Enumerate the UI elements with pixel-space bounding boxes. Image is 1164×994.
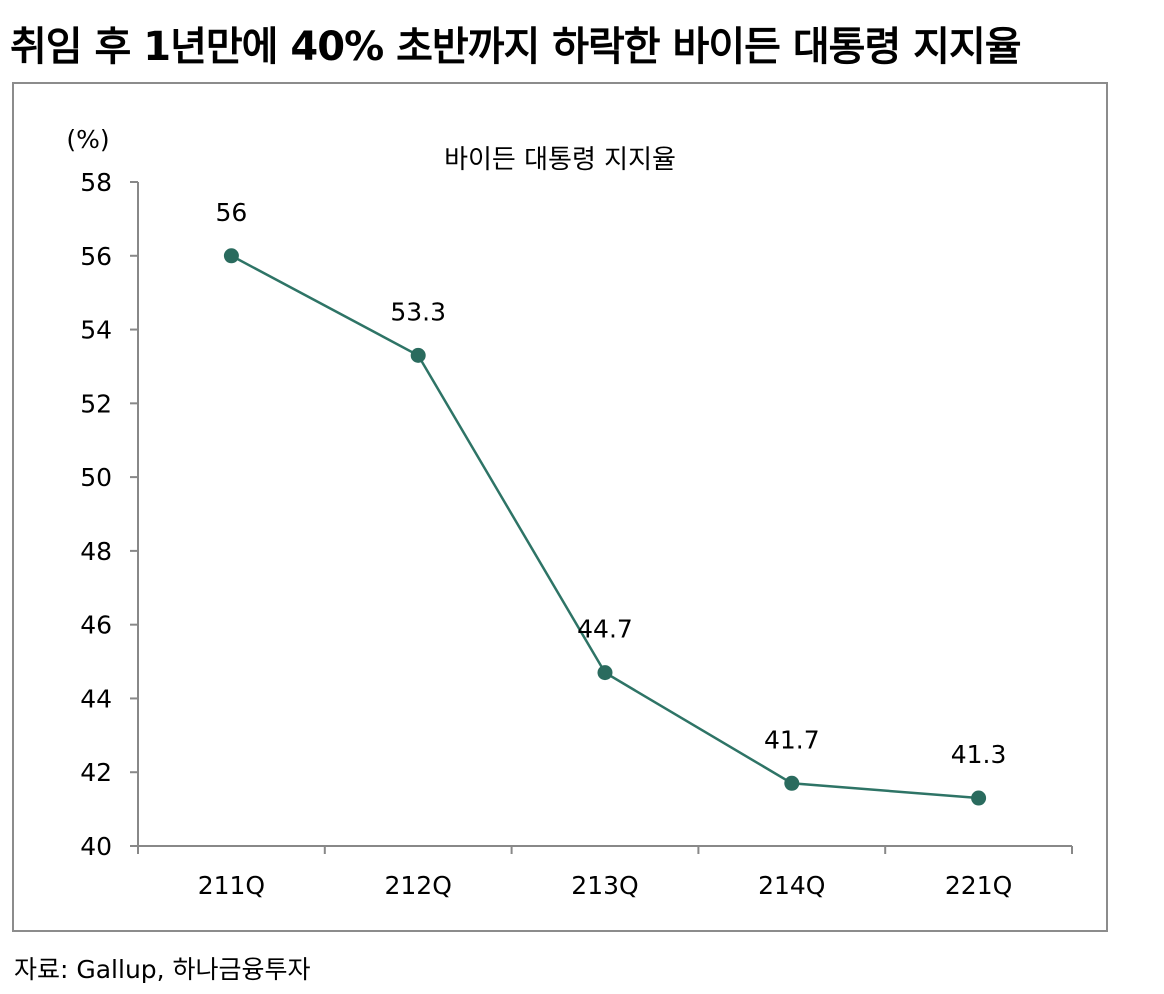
y-axis-unit-label: (%) [66,125,109,154]
x-tick-label: 212Q [384,871,451,900]
chart-frame: 바이든 대통령 지지율 (%) 40 42 44 46 48 50 52 54 56 58 211Q… [12,82,1108,932]
source-note: 자료: Gallup, 하나금융투자 [14,955,311,984]
x-tick-label: 211Q [198,871,265,900]
chart-axes: 40 42 44 46 48 50 52 54 56 58 211Q 212Q 213Q 214Q 221Q [80,168,1073,900]
y-tick-label: 52 [80,389,112,418]
data-point [971,790,987,806]
x-tick-label: 214Q [758,871,825,900]
y-tick-label: 54 [80,316,112,345]
data-label: 56 [215,198,247,227]
data-label: 53.3 [390,297,446,326]
y-tick-label: 56 [80,242,112,271]
y-tick-label: 40 [80,832,112,861]
series-line [230,254,979,800]
y-tick-label: 42 [80,758,112,787]
chart-title: 바이든 대통령 지지율 [444,145,676,175]
data-label: 41.7 [764,725,820,754]
x-tick-label: 221Q [945,871,1012,900]
y-tick-label: 44 [80,684,112,713]
data-point [784,775,800,791]
data-point [410,347,426,363]
x-tick-label: 213Q [571,871,638,900]
data-label: 44.7 [577,615,633,644]
y-tick-label: 50 [80,463,112,492]
series-layer: 56 53.3 44.7 41.7 41.3 [215,198,1006,806]
line-chart: 바이든 대통령 지지율 (%) 40 42 44 46 48 50 52 54 56 58 211Q… [66,125,1073,900]
y-tick-label: 46 [80,611,112,640]
y-tick-label: 48 [80,537,112,566]
data-point [223,248,239,264]
data-point [597,665,613,681]
page-title: 취임 후 1년만에 40% 초반까지 하락한 바이든 대통령 지지율 [10,24,1022,70]
data-label: 41.3 [951,740,1007,769]
y-tick-label: 58 [80,168,112,197]
